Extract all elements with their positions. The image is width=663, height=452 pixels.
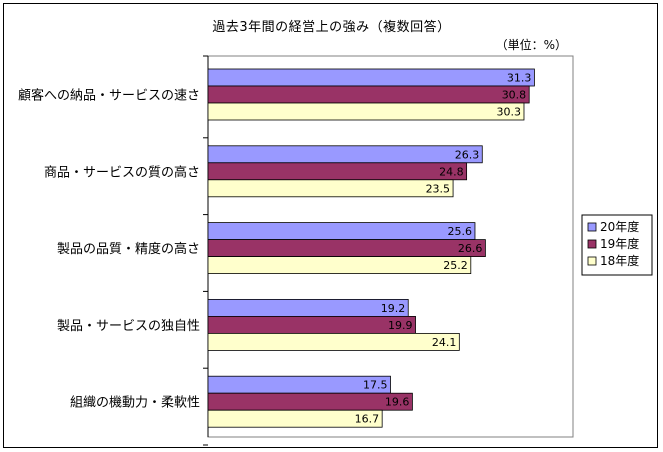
bar [207, 102, 525, 121]
legend-swatch [587, 239, 597, 249]
data-label: 19.9 [388, 319, 413, 332]
data-label: 30.3 [496, 106, 521, 119]
legend-label: 19年度 [600, 236, 639, 251]
legend-label: 18年度 [600, 253, 639, 268]
bar [207, 222, 476, 241]
unit-label: （単位：%） [495, 38, 567, 52]
bar [207, 409, 383, 428]
data-label: 26.6 [458, 242, 483, 255]
data-label: 24.8 [439, 165, 464, 178]
category-label: 顧客への納品・サービスの速さ [18, 88, 200, 104]
bar [207, 85, 530, 104]
bar [207, 179, 454, 198]
bar [207, 145, 483, 164]
legend-swatch [587, 222, 597, 232]
chart-title: 過去3年間の経営上の強み（複数回答） [212, 20, 451, 35]
data-label: 25.2 [443, 259, 468, 272]
data-label: 16.7 [355, 413, 380, 426]
data-label: 31.3 [507, 72, 532, 85]
data-label: 30.8 [502, 89, 527, 102]
category-label: 商品・サービスの質の高さ [44, 164, 200, 180]
bar [207, 392, 413, 411]
bar [207, 256, 472, 275]
data-label: 26.3 [455, 148, 480, 161]
data-label: 19.2 [381, 302, 406, 315]
category-label: 組織の機動力・柔軟性 [70, 395, 200, 411]
bar [207, 68, 535, 87]
data-label: 24.1 [432, 336, 457, 349]
bar [207, 315, 416, 334]
bar [207, 298, 409, 317]
bar [207, 239, 486, 258]
legend-label: 20年度 [600, 219, 639, 234]
data-label: 23.5 [426, 182, 451, 195]
data-label: 17.5 [363, 379, 388, 392]
category-label: 製品の品質・精度の高さ [57, 241, 200, 257]
data-label: 19.6 [385, 396, 410, 409]
data-label: 25.6 [447, 225, 472, 238]
legend-swatch [587, 256, 597, 266]
category-label: 製品・サービスの独自性 [57, 319, 200, 334]
bar [207, 332, 460, 351]
bar [207, 162, 468, 181]
